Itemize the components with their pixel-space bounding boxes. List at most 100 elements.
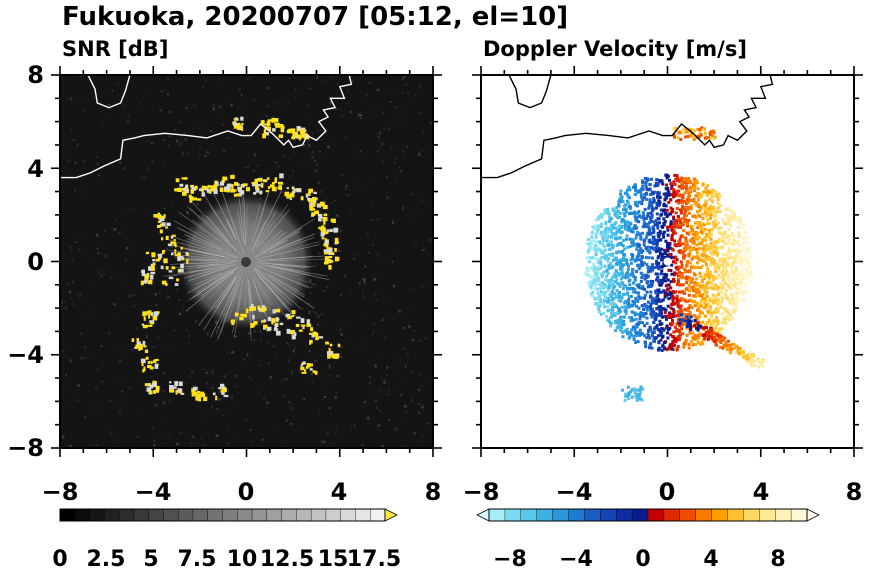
snr-colorbar-label: 5 bbox=[143, 547, 158, 570]
doppler-velocity-cell bbox=[590, 233, 594, 237]
doppler-velocity-cell bbox=[684, 135, 688, 139]
doppler-velocity-cell bbox=[735, 351, 739, 354]
doppler-velocity-cell bbox=[646, 266, 650, 270]
doppler-velocity-cell bbox=[677, 290, 681, 294]
doppler-velocity-cell bbox=[590, 247, 594, 251]
snr-noise-speck bbox=[394, 369, 396, 371]
doppler-velocity-cell bbox=[697, 314, 701, 318]
snr-echo-cell bbox=[161, 237, 164, 241]
doppler-velocity-cell bbox=[603, 256, 607, 259]
doppler-velocity-cell bbox=[628, 212, 632, 216]
snr-noise-speck bbox=[409, 165, 411, 169]
snr-noise-speck bbox=[167, 346, 169, 349]
doppler-velocity-cell bbox=[716, 329, 720, 333]
snr-noise-speck bbox=[169, 435, 172, 438]
doppler-velocity-cell bbox=[749, 363, 753, 367]
doppler-velocity-cell bbox=[619, 328, 622, 332]
doppler-velocity-cell bbox=[688, 245, 692, 249]
snr-noise-speck bbox=[152, 370, 155, 373]
doppler-velocity-cell bbox=[633, 276, 637, 280]
snr-echo-cell bbox=[197, 396, 202, 402]
doppler-velocity-cell bbox=[611, 207, 615, 211]
snr-noise-speck bbox=[306, 105, 310, 107]
snr-noise-speck bbox=[340, 293, 342, 297]
snr-noise-speck bbox=[245, 345, 247, 348]
doppler-velocity-cell bbox=[707, 222, 711, 226]
snr-noise-speck bbox=[250, 378, 254, 381]
snr-noise-speck bbox=[176, 442, 179, 446]
doppler-velocity-cell bbox=[718, 303, 722, 307]
snr-noise-speck bbox=[136, 436, 139, 438]
doppler-velocity-cell bbox=[703, 301, 707, 305]
doppler-velocity-cell bbox=[679, 137, 683, 141]
doppler-velocity-cell bbox=[720, 292, 724, 296]
snr-noise-speck bbox=[357, 113, 361, 117]
doppler-velocity-cell bbox=[743, 281, 747, 285]
snr-radial-streak bbox=[260, 283, 275, 306]
snr-echo-cell bbox=[271, 321, 274, 325]
doppler-velocity-cell bbox=[695, 316, 699, 320]
snr-echo-cell bbox=[308, 363, 313, 367]
doppler-velocity-cell bbox=[655, 296, 659, 300]
doppler-velocity-cell bbox=[703, 284, 707, 288]
snr-noise-speck bbox=[318, 231, 321, 234]
doppler-velocity-cell bbox=[709, 137, 713, 141]
doppler-velocity-cell bbox=[634, 341, 638, 344]
doppler-velocity-cell bbox=[660, 258, 663, 262]
doppler-velocity-cell bbox=[676, 218, 679, 222]
doppler-velocity-cell bbox=[684, 308, 688, 312]
doppler-velocity-cell bbox=[607, 264, 611, 268]
doppler-velocity-cell bbox=[732, 213, 736, 217]
doppler-velocity-cell bbox=[642, 214, 646, 218]
doppler-velocity-cell bbox=[685, 315, 689, 319]
snr-noise-speck bbox=[320, 388, 322, 390]
doppler-velocity-cell bbox=[704, 202, 708, 206]
doppler-velocity-cell bbox=[642, 261, 646, 265]
doppler-velocity-cell bbox=[684, 184, 688, 188]
doppler-velocity-cell bbox=[665, 196, 669, 200]
snr-radial-streak bbox=[255, 265, 309, 289]
doppler-velocity-cell bbox=[678, 238, 682, 242]
doppler-velocity-cell bbox=[662, 264, 666, 268]
doppler-velocity-cell bbox=[744, 230, 748, 234]
doppler-velocity-cell bbox=[747, 273, 751, 277]
snr-noise-speck bbox=[253, 330, 257, 333]
doppler-velocity-cell bbox=[676, 199, 680, 203]
snr-noise-speck bbox=[94, 406, 98, 410]
snr-noise-speck bbox=[359, 150, 362, 153]
doppler-velocity-cell bbox=[717, 267, 721, 271]
doppler-velocity-cell bbox=[666, 246, 670, 250]
doppler-velocity-cell bbox=[599, 266, 603, 270]
doppler-velocity-cell bbox=[672, 229, 676, 233]
doppler-velocity-cell bbox=[611, 283, 615, 287]
doppler-velocity-cell bbox=[749, 250, 752, 254]
doppler-velocity-cell bbox=[735, 287, 739, 291]
snr-noise-speck bbox=[119, 232, 121, 234]
doppler-velocity-cell bbox=[663, 219, 667, 223]
doppler-velocity-cell bbox=[636, 242, 640, 246]
snr-noise-speck bbox=[101, 380, 103, 382]
doppler-velocity-cell bbox=[670, 193, 674, 197]
snr-noise-speck bbox=[276, 102, 279, 105]
snr-noise-speck bbox=[230, 173, 233, 175]
snr-noise-speck bbox=[232, 334, 234, 337]
doppler-velocity-cell bbox=[642, 315, 646, 318]
snr-echo-cell bbox=[333, 230, 338, 233]
snr-noise-speck bbox=[368, 217, 372, 221]
snr-noise-speck bbox=[329, 366, 331, 369]
snr-echo-cell bbox=[320, 201, 325, 207]
snr-noise-speck bbox=[395, 170, 398, 172]
snr-noise-speck bbox=[263, 397, 266, 399]
doppler-velocity-cell bbox=[659, 238, 663, 242]
doppler-velocity-cell bbox=[631, 253, 635, 257]
snr-noise-speck bbox=[110, 277, 113, 279]
snr-noise-speck bbox=[89, 284, 91, 288]
doppler-velocity-cell bbox=[604, 315, 608, 319]
doppler-velocity-cell bbox=[650, 346, 654, 350]
snr-echo-cell bbox=[145, 251, 150, 255]
snr-noise-speck bbox=[267, 341, 270, 344]
snr-noise-speck bbox=[412, 243, 415, 246]
doppler-velocity-cell bbox=[679, 260, 683, 264]
doppler-velocity-cell bbox=[699, 223, 703, 227]
doppler-velocity-cell bbox=[690, 224, 694, 228]
